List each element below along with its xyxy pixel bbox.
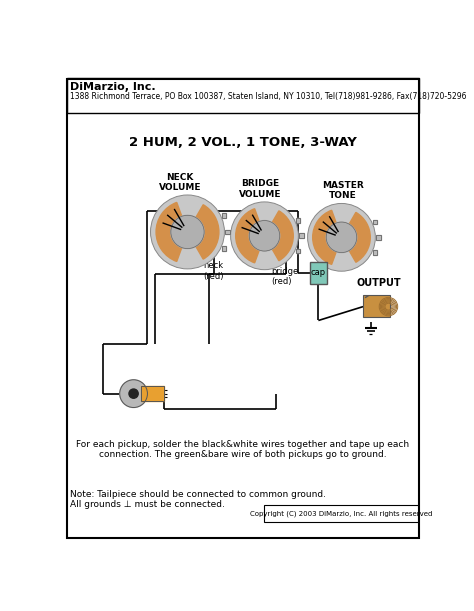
Circle shape	[171, 215, 204, 249]
Bar	[225, 230, 230, 234]
Text: DiMarzio, Inc.: DiMarzio, Inc.	[71, 82, 156, 92]
Text: 1388 Richmond Terrace, PO Box 100387, Staten Island, NY 10310, Tel(718)981-9286,: 1388 Richmond Terrace, PO Box 100387, St…	[71, 92, 467, 101]
Text: BRIDGE
VOLUME: BRIDGE VOLUME	[239, 180, 282, 199]
Bar	[310, 262, 327, 284]
Bar	[221, 213, 226, 218]
Bar	[376, 235, 381, 240]
Circle shape	[308, 203, 375, 271]
Circle shape	[326, 222, 357, 252]
Bar	[66, 78, 419, 112]
Bar	[296, 218, 301, 223]
Text: NECK
VOLUME: NECK VOLUME	[158, 172, 201, 192]
Bar	[141, 386, 164, 401]
Bar	[363, 295, 390, 316]
Wedge shape	[156, 202, 188, 262]
Wedge shape	[236, 209, 264, 263]
Text: cap: cap	[311, 268, 326, 277]
Circle shape	[129, 389, 138, 398]
Bar	[373, 220, 377, 224]
Bar	[141, 386, 164, 401]
Bar	[373, 251, 377, 255]
Text: Note: Tailpiece should be connected to common ground.
All grounds ⊥ must be conn: Note: Tailpiece should be connected to c…	[70, 490, 326, 510]
Bar	[221, 213, 226, 218]
Bar	[373, 220, 377, 224]
Wedge shape	[313, 210, 341, 265]
Circle shape	[120, 380, 147, 408]
Bar	[296, 249, 301, 254]
Text: OUTPUT: OUTPUT	[356, 278, 401, 288]
Bar	[225, 230, 230, 234]
Bar	[376, 235, 381, 240]
Bar	[264, 505, 419, 522]
Wedge shape	[264, 211, 293, 261]
Bar	[299, 233, 304, 238]
Circle shape	[249, 221, 280, 251]
Bar	[296, 218, 301, 223]
Text: bridge
(red): bridge (red)	[272, 266, 299, 286]
Bar	[296, 249, 301, 254]
Text: For each pickup, solder the black&white wires together and tape up each
connecti: For each pickup, solder the black&white …	[76, 440, 410, 459]
Circle shape	[151, 195, 225, 269]
Text: Copyright (C) 2003 DiMarzio, Inc. All rights reserved: Copyright (C) 2003 DiMarzio, Inc. All ri…	[250, 511, 433, 517]
Text: 2 HUM, 2 VOL., 1 TONE, 3-WAY: 2 HUM, 2 VOL., 1 TONE, 3-WAY	[129, 136, 357, 148]
Text: neck
(red): neck (red)	[203, 261, 223, 280]
Text: MASTER
TONE: MASTER TONE	[322, 181, 364, 200]
Bar	[221, 246, 226, 251]
Wedge shape	[188, 205, 219, 259]
Wedge shape	[341, 213, 370, 262]
Bar	[299, 233, 304, 238]
Circle shape	[231, 202, 298, 269]
Bar	[221, 246, 226, 251]
Bar	[373, 251, 377, 255]
